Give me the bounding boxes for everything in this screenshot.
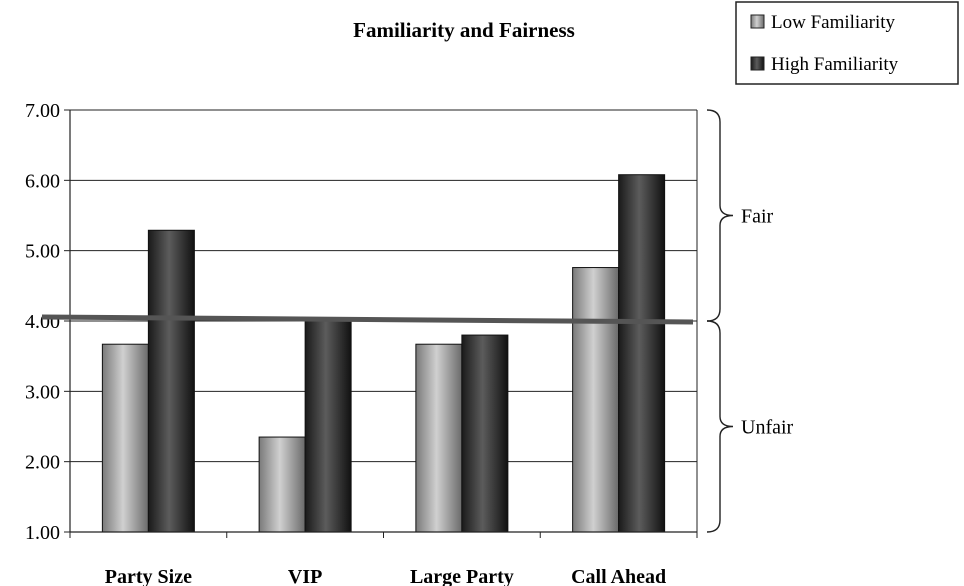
y-tick-label: 5.00 <box>25 241 60 263</box>
legend-label-high-familiarity: High Familiarity <box>771 54 899 75</box>
y-tick-label: 7.00 <box>25 100 60 122</box>
bar-high-familiarity <box>147 229 195 533</box>
bar-low-familiarity <box>101 343 149 533</box>
x-axis-categories: Party Size VIP Large Party Call Ahead <box>105 566 666 586</box>
x-category-label: VIP <box>288 566 322 586</box>
y-tick-label: 3.00 <box>25 381 60 403</box>
bars <box>101 174 666 533</box>
x-category-label: Call Ahead <box>571 566 666 586</box>
legend-swatch-low-familiarity <box>750 14 765 29</box>
reference-line <box>41 314 694 325</box>
region-label-fair: Fair <box>741 206 774 228</box>
y-tick-label: 4.00 <box>25 311 60 333</box>
axes <box>69 110 698 538</box>
legend-label-low-familiarity: Low Familiarity <box>771 12 896 33</box>
y-tick-label: 2.00 <box>25 452 60 474</box>
legend: Low Familiarity High Familiarity <box>735 1 959 85</box>
y-axis-ticks: 1.00 2.00 3.00 4.00 5.00 6.00 7.00 <box>25 100 70 544</box>
bar-high-familiarity <box>461 334 509 533</box>
bar-high-familiarity <box>304 319 352 533</box>
region-brace-unfair <box>706 320 734 533</box>
legend-swatch-high-familiarity <box>750 56 765 71</box>
legend-box <box>735 1 959 85</box>
x-category-label: Party Size <box>105 566 192 586</box>
y-tick-label: 6.00 <box>25 170 60 192</box>
chart-title: Familiarity and Fairness <box>353 18 575 42</box>
bar-low-familiarity <box>572 267 620 533</box>
region-brackets: Fair Unfair <box>706 109 794 533</box>
x-category-label: Large Party <box>410 566 514 586</box>
region-label-unfair: Unfair <box>741 417 794 439</box>
bar-low-familiarity <box>258 436 306 533</box>
bar-low-familiarity <box>415 343 463 533</box>
region-brace-fair <box>706 109 734 322</box>
y-tick-label: 1.00 <box>25 522 60 544</box>
reference-line-group <box>41 314 694 325</box>
bar-high-familiarity <box>618 174 666 533</box>
